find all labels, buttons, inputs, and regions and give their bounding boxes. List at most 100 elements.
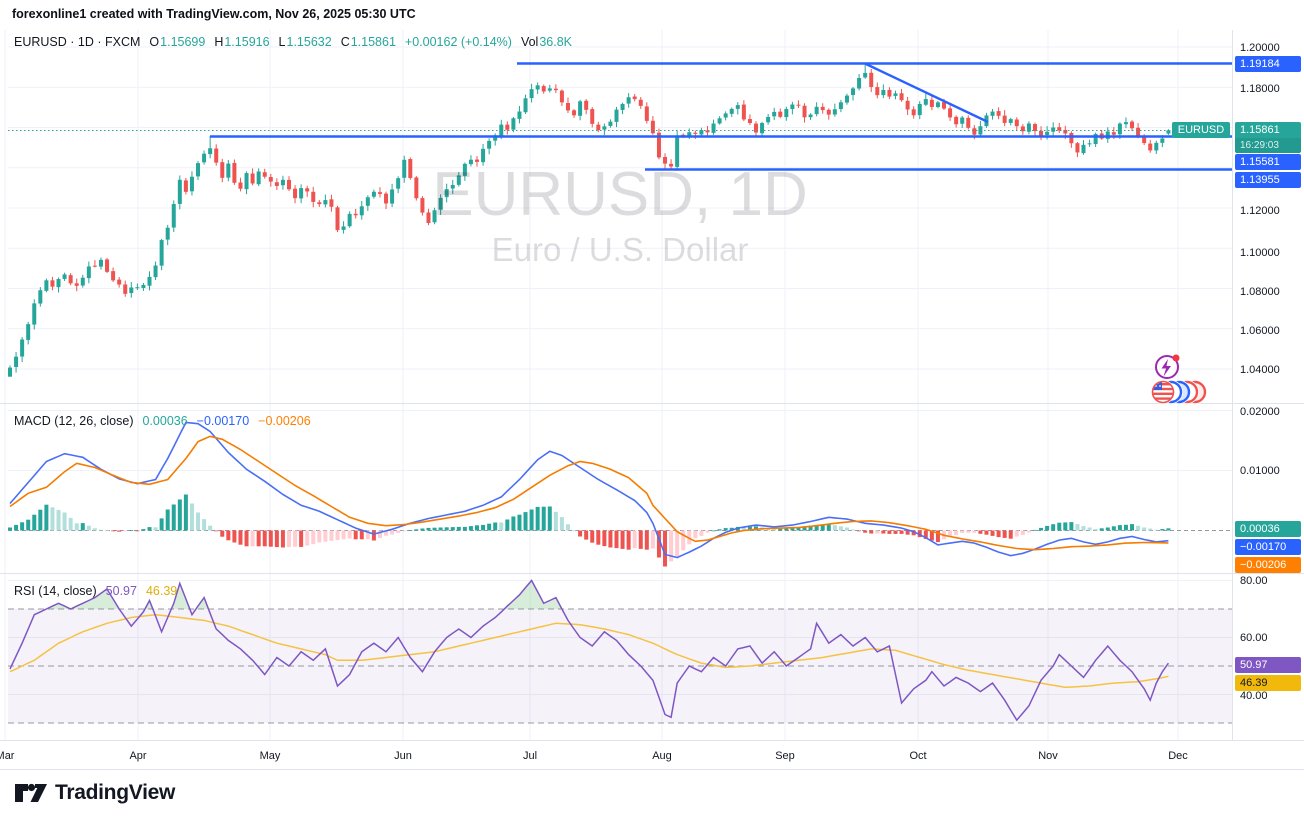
- low-pair: L 1.15632: [279, 35, 332, 49]
- macd-histogram: [8, 494, 1171, 567]
- close-label: C: [340, 35, 350, 49]
- macd-histogram-bar: [578, 530, 583, 537]
- tradingview-logo[interactable]: TradingView: [14, 781, 175, 805]
- macd-histogram-bar: [753, 526, 758, 531]
- candle: [159, 240, 164, 266]
- candle: [377, 192, 382, 194]
- candle: [796, 104, 801, 106]
- axis-label: 1.04000: [1240, 364, 1280, 376]
- candle: [711, 123, 716, 133]
- candle: [129, 287, 134, 294]
- candle: [838, 102, 843, 110]
- time-axis-label: Jul: [523, 750, 537, 762]
- candle: [50, 280, 55, 287]
- candle: [948, 108, 953, 118]
- candle: [529, 89, 534, 99]
- candle: [590, 109, 595, 124]
- candle: [1057, 127, 1062, 131]
- symbol-title[interactable]: EURUSD · 1D · FXCM: [14, 35, 141, 49]
- candle: [250, 173, 255, 184]
- open-label: O: [149, 35, 160, 49]
- candle: [371, 191, 376, 197]
- macd-histogram-bar: [966, 530, 971, 533]
- macd-histogram-bar: [456, 526, 461, 531]
- economic-event-icon[interactable]: [1155, 354, 1180, 379]
- volume-label: Vol: [520, 35, 539, 49]
- macd-histogram-bar: [86, 525, 91, 531]
- candle: [911, 109, 916, 116]
- candle: [220, 162, 225, 178]
- trendline[interactable]: [865, 62, 989, 124]
- time-axis-label: Aug: [652, 750, 672, 762]
- price-axis[interactable]: 1.20000 1.18000 1.12000 1.10000 1.08000 1.060…: [1240, 42, 1280, 702]
- axis-label: 1.18000: [1240, 83, 1280, 95]
- candle: [262, 172, 267, 177]
- rsi-title[interactable]: RSI (14, close): [14, 584, 97, 598]
- candle: [614, 109, 619, 122]
- candle: [353, 213, 358, 216]
- macd-histogram-bar: [38, 509, 43, 531]
- candle: [753, 123, 758, 133]
- macd-histogram-bar: [323, 530, 328, 542]
- candle: [365, 197, 370, 206]
- candle: [183, 180, 188, 192]
- macd-histogram-bar: [875, 530, 880, 534]
- macd-histogram-bar: [44, 504, 49, 531]
- time-axis-label: May: [260, 750, 281, 762]
- macd-histogram-bar: [359, 530, 364, 540]
- candle: [165, 227, 170, 240]
- events-flags-icon[interactable]: [1151, 380, 1207, 404]
- macd-histogram-bar: [1026, 530, 1031, 533]
- macd-histogram-bar: [438, 527, 443, 531]
- candle: [286, 179, 291, 190]
- macd-histogram-bar: [414, 529, 419, 531]
- macd-histogram-bar: [838, 526, 843, 531]
- macd-histogram-bar: [105, 530, 110, 532]
- macd-title[interactable]: MACD (12, 26, close): [14, 414, 134, 428]
- candle: [893, 93, 898, 96]
- macd-histogram-bar: [790, 527, 795, 531]
- close-pair: C 1.15861: [341, 35, 396, 49]
- candle: [384, 193, 389, 204]
- macd-hist-value: 0.00036: [142, 414, 188, 428]
- candle: [705, 130, 710, 133]
- macd-histogram-bar: [147, 527, 152, 531]
- macd-histogram-bar: [26, 519, 31, 531]
- macd-histogram-bar: [669, 530, 674, 562]
- macd-histogram-bar: [844, 527, 849, 531]
- candle: [329, 199, 334, 207]
- candle: [202, 153, 207, 163]
- macd-histogram-bar: [432, 527, 437, 531]
- candle: [335, 207, 340, 231]
- macd-histogram-bar: [159, 518, 164, 531]
- time-axis-label: Sep: [775, 750, 795, 762]
- symbol-legend[interactable]: EURUSD · 1D · FXCM O 1.15699 H 1.15916 L 1.…: [14, 35, 572, 49]
- candle: [44, 280, 49, 291]
- axis-label: 1.12000: [1240, 205, 1280, 217]
- macd-histogram-bar: [462, 526, 467, 531]
- macd-histogram-bar: [935, 530, 940, 543]
- candle: [681, 134, 686, 136]
- candle: [426, 212, 431, 224]
- macd-histogram-bar: [232, 530, 237, 543]
- candle: [869, 72, 874, 88]
- candle: [1087, 143, 1092, 145]
- macd-legend[interactable]: MACD (12, 26, close) 0.00036 −0.00170 −0…: [14, 414, 311, 428]
- macd-histogram-bar: [20, 522, 25, 531]
- macd-histogram-bar: [1099, 528, 1104, 531]
- macd-histogram-bar: [572, 530, 577, 532]
- time-axis[interactable]: Mar Apr May Jun Jul Aug Sep Oct Nov Dec: [0, 750, 1188, 762]
- macd-histogram-bar: [675, 530, 680, 557]
- rsi-legend[interactable]: RSI (14, close) 50.97 46.39: [14, 584, 177, 598]
- macd-histogram-bar: [153, 527, 158, 531]
- candle: [141, 284, 146, 289]
- candle: [444, 189, 449, 198]
- candle: [359, 206, 364, 216]
- candle: [402, 159, 407, 178]
- macd-histogram-bar: [1166, 528, 1171, 531]
- macd-histogram-bar: [1105, 527, 1110, 531]
- macd-histogram-bar: [869, 530, 874, 534]
- macd-signal-line: [9, 435, 1169, 551]
- candle: [487, 140, 492, 149]
